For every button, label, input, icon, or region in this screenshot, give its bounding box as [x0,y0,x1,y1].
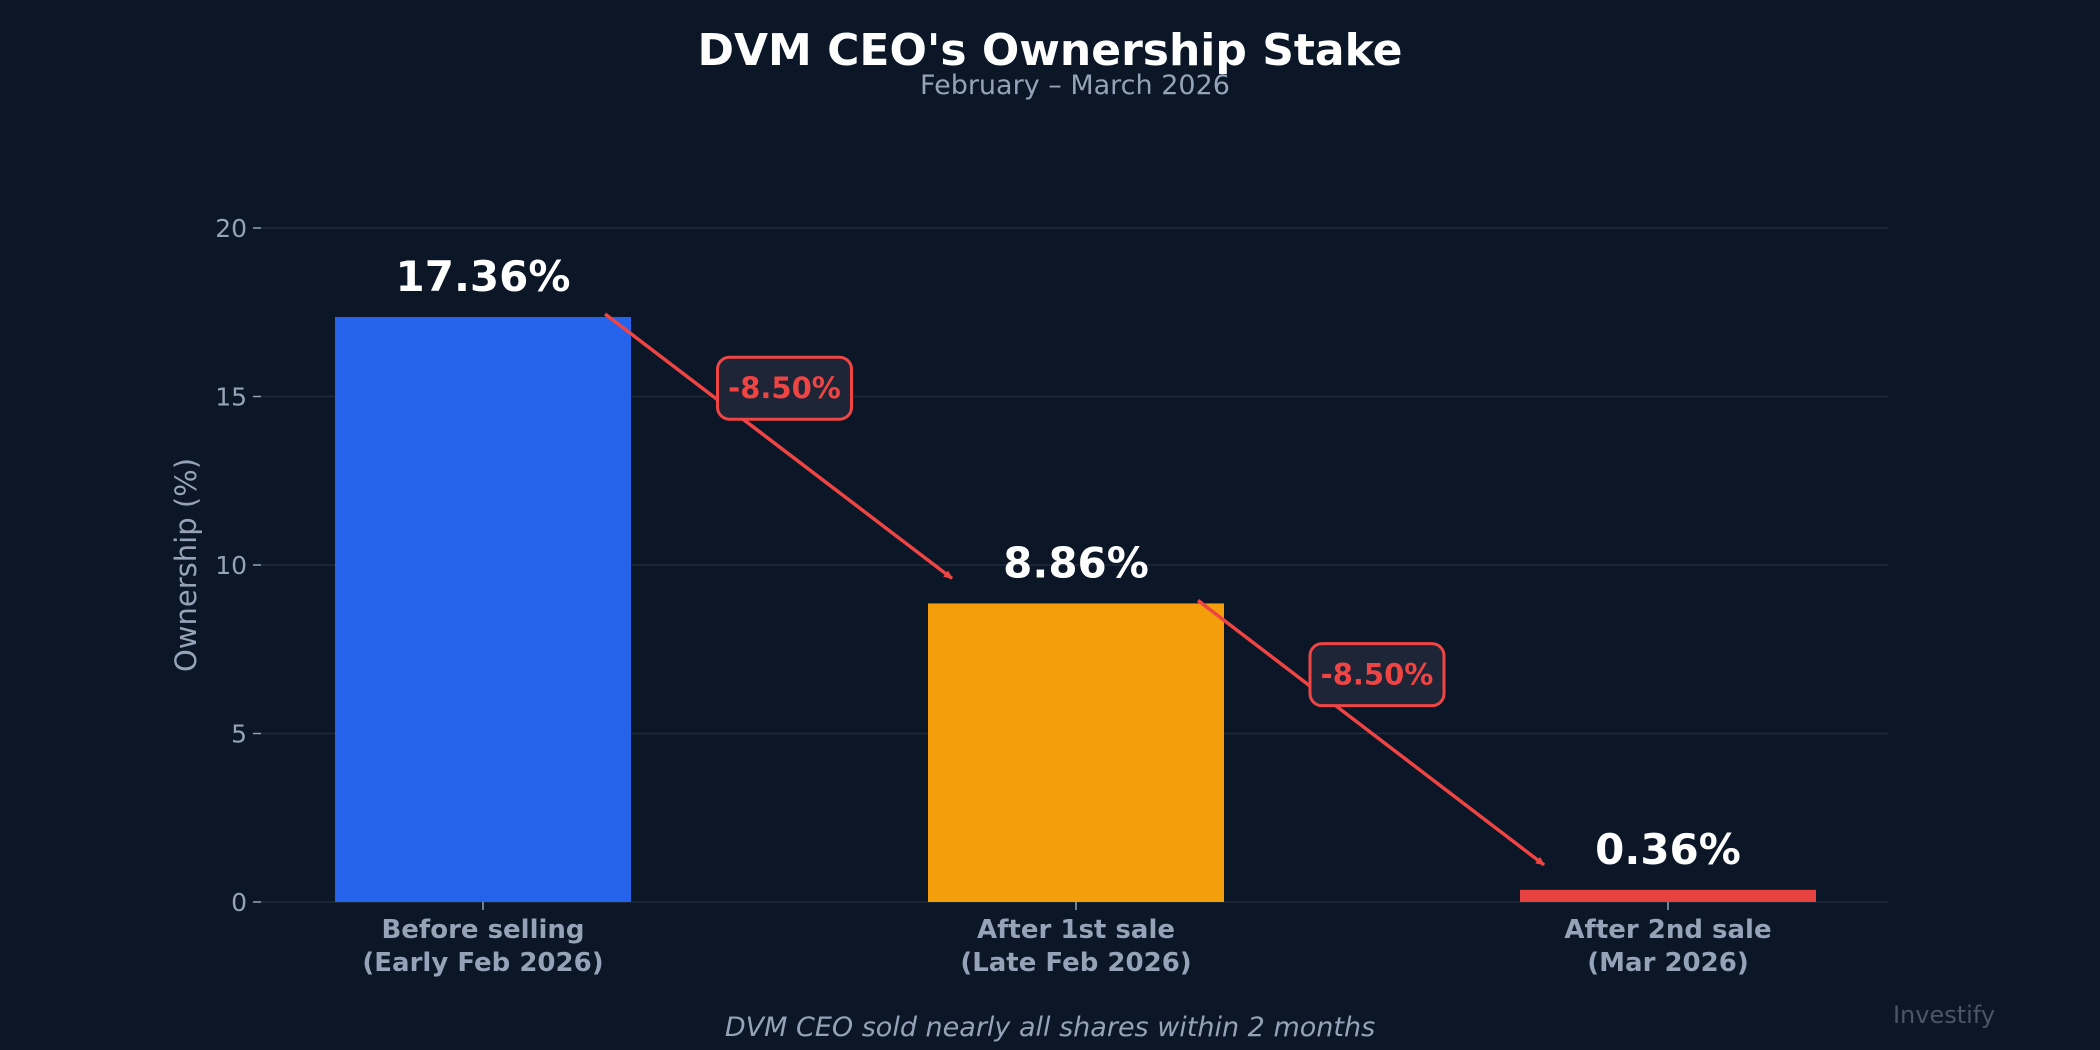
x-tick-label: Before selling [381,915,584,945]
data-label: 8.86% [1003,538,1149,587]
chart-subtitle: February – March 2026 [920,70,1230,101]
bars: 17.36% 8.86% 0.36% [335,252,1816,902]
x-tick-label: After 2nd sale [1564,915,1771,945]
change-label: -8.50% [728,371,841,405]
chart-title: DVM CEO's Ownership Stake [697,25,1402,76]
y-tick-label: 5 [231,720,247,749]
x-tick-label: (Mar 2026) [1587,948,1748,978]
footnote: DVM CEO sold nearly all shares within 2 … [725,1012,1375,1043]
x-tick-label: (Late Feb 2026) [960,948,1191,978]
y-tick-label: 15 [215,383,247,412]
bar [928,603,1224,902]
arrow [603,312,954,580]
x-tick-label: After 1st sale [977,915,1175,945]
bar [1520,889,1816,902]
change-badge [1308,642,1446,708]
y-tick-label: 20 [215,214,247,243]
arrow [1196,599,1546,867]
change-label: -8.50% [1321,658,1434,692]
watermark: Investify [1893,1001,1995,1029]
x-axis: Before selling(Early Feb 2026) After 1st … [362,902,1772,978]
change-badge [716,355,853,421]
y-tick-label: 10 [215,551,247,580]
data-label: 17.36% [396,252,571,301]
x-tick-label: (Early Feb 2026) [362,948,603,978]
y-tick-label: 0 [231,888,247,917]
annotations: -8.50% -8.50% [603,312,1546,867]
bar [335,316,631,902]
data-label: 0.36% [1595,825,1741,874]
y-axis-label: Ownership (%) [169,458,203,672]
y-axis: 0 5 10 15 20 [215,214,261,917]
